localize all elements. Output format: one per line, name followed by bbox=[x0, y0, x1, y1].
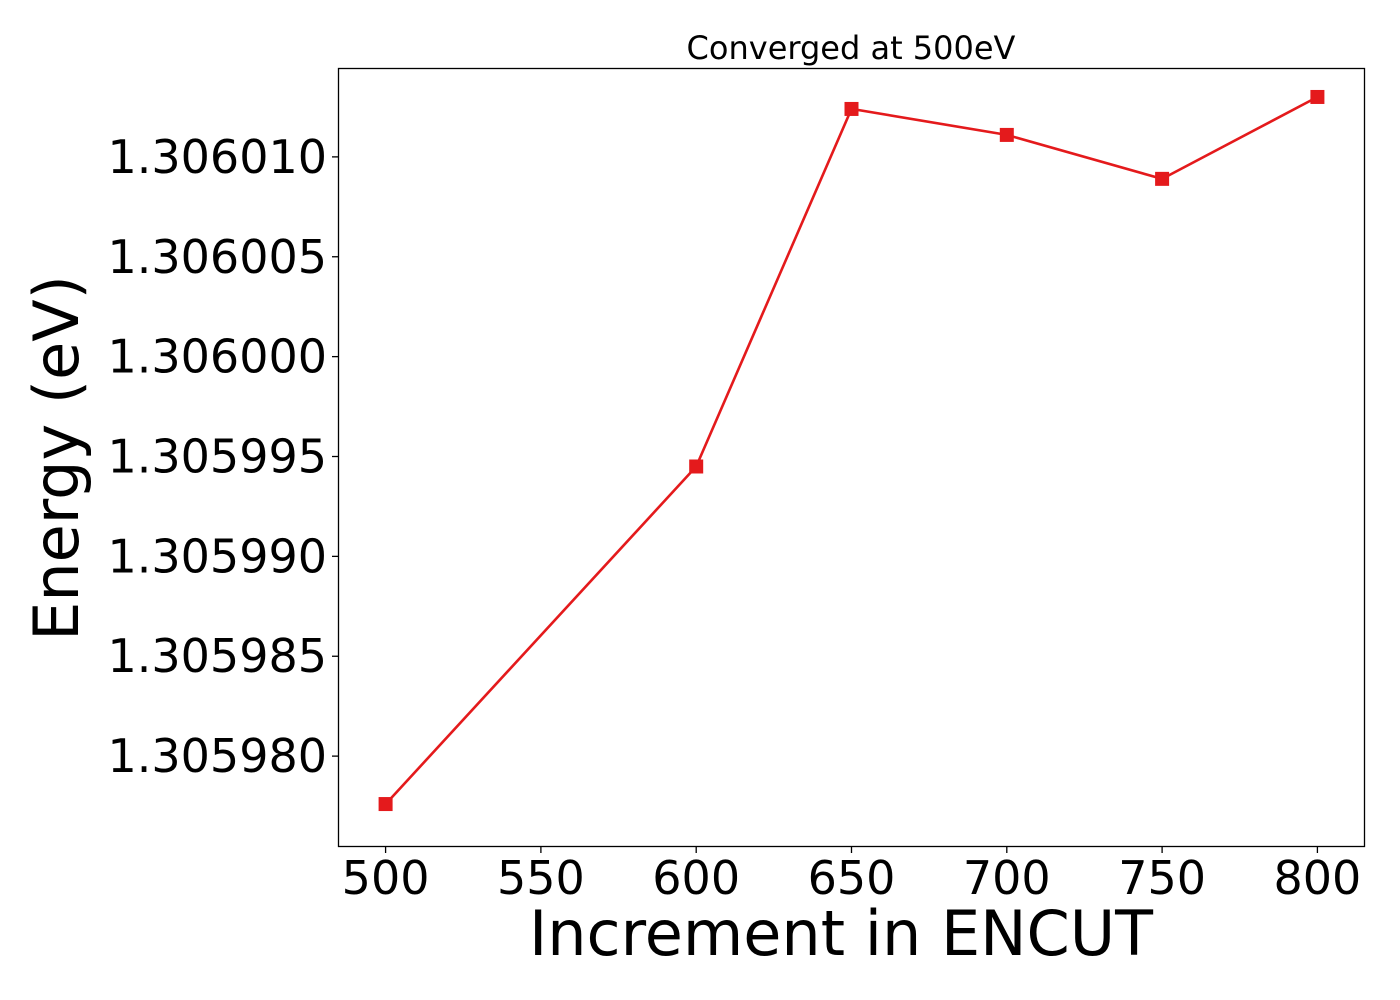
y-tick-label: 1.306010 bbox=[108, 130, 328, 184]
x-axis-title: Increment in ENCUT bbox=[529, 897, 1154, 970]
data-point-marker bbox=[378, 797, 393, 812]
x-tick-label: 650 bbox=[808, 851, 896, 905]
series-layer bbox=[378, 89, 1325, 812]
series-line bbox=[384, 95, 1319, 805]
data-point-marker bbox=[999, 127, 1014, 142]
data-point-marker bbox=[844, 101, 859, 116]
y-axis-title: Energy (eV) bbox=[20, 275, 93, 641]
data-point-marker bbox=[1155, 171, 1170, 186]
data-point-marker bbox=[689, 459, 704, 474]
y-tick-label: 1.305985 bbox=[108, 629, 328, 683]
chart-title: Converged at 500eV bbox=[687, 29, 1016, 67]
x-tick-label: 600 bbox=[652, 851, 740, 905]
x-tick-label: 700 bbox=[963, 851, 1051, 905]
plot-frame bbox=[337, 67, 1366, 848]
y-tick-label: 1.305990 bbox=[108, 529, 328, 583]
y-tick-label: 1.306000 bbox=[108, 330, 328, 384]
data-point-marker bbox=[1310, 89, 1325, 104]
x-tick-label: 550 bbox=[497, 851, 585, 905]
ticks-layer: 500 550 600 650 700 750 800 1.305980 1.305985 1.3… bbox=[108, 130, 1362, 905]
y-tick-label: 1.306005 bbox=[108, 230, 328, 284]
x-tick-label: 800 bbox=[1274, 851, 1362, 905]
x-tick-label: 750 bbox=[1118, 851, 1206, 905]
x-tick-label: 500 bbox=[342, 851, 430, 905]
y-tick-label: 1.305995 bbox=[108, 430, 328, 484]
y-tick-label: 1.305980 bbox=[108, 729, 328, 783]
